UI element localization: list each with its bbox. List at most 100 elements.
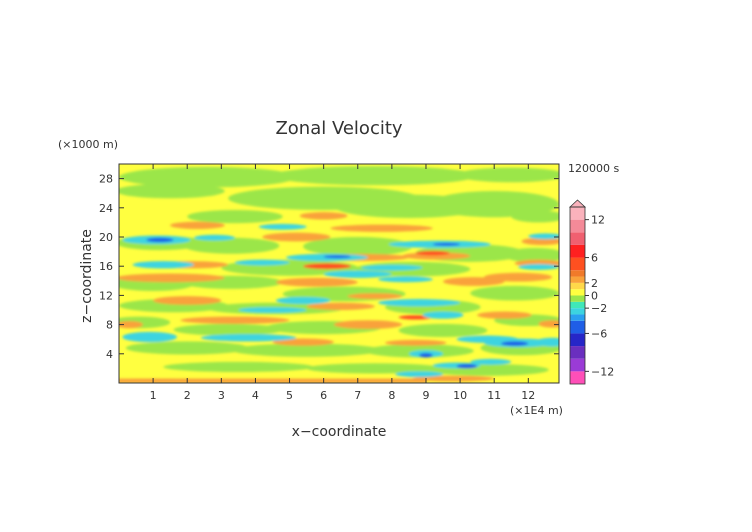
field-feature — [504, 247, 559, 263]
chart-title: Zonal Velocity — [275, 118, 402, 139]
field-feature — [132, 261, 195, 269]
field-feature — [122, 331, 177, 343]
y-tick-label: 16 — [99, 260, 113, 273]
y-tick-label: 8 — [106, 319, 113, 332]
field-feature — [238, 307, 307, 313]
field-feature — [119, 320, 143, 329]
x-tick-label: 5 — [286, 389, 293, 402]
field-feature — [456, 167, 559, 183]
field-feature — [378, 276, 433, 283]
colorbar: 12 6 20−2 −6 −12 — [568, 199, 614, 385]
field-feature — [272, 166, 478, 186]
field-feature — [378, 299, 461, 307]
field-feature — [119, 183, 225, 199]
x-tick-label: 3 — [218, 389, 225, 402]
field-feature — [146, 237, 174, 243]
field-feature — [333, 320, 403, 329]
y-tick-label: 4 — [106, 348, 113, 361]
field-feature — [535, 337, 559, 347]
field-feature — [521, 237, 559, 246]
field-feature — [119, 166, 297, 188]
colorbar-level — [570, 219, 585, 233]
field-feature — [173, 323, 283, 336]
x-tick-label: 6 — [320, 389, 327, 402]
colorbar-level — [570, 207, 585, 220]
field-feature — [275, 296, 331, 305]
colorbar-tick-label: 0 — [591, 290, 598, 303]
field-feature — [385, 339, 447, 346]
colorbar-level — [570, 301, 585, 309]
field-feature — [180, 316, 290, 324]
field-feature — [200, 334, 297, 342]
field-feature — [415, 250, 450, 256]
field-feature — [231, 343, 382, 357]
colorbar-level — [570, 295, 585, 302]
colorbar-level — [570, 333, 585, 347]
colorbar-level — [570, 320, 585, 334]
y-unit-label: (×1000 m) — [58, 138, 118, 151]
field-feature — [456, 364, 478, 369]
field-feature — [163, 361, 314, 373]
field-feature — [306, 363, 444, 374]
y-tick-label: 24 — [99, 202, 113, 215]
x-tick-label: 1 — [150, 389, 157, 402]
colorbar-level — [570, 282, 585, 290]
field-feature — [272, 338, 334, 346]
field-feature — [422, 311, 464, 319]
field-feature — [398, 323, 488, 338]
field-feature — [258, 223, 307, 230]
colorbar-level — [570, 358, 585, 372]
field-feature — [183, 237, 280, 254]
x-axis: 1 2 3 4 5 6 7 8 9 10 11 12 — [150, 164, 535, 402]
field-feature — [323, 255, 351, 259]
colorbar-level — [570, 276, 585, 283]
y-tick-label: 28 — [99, 173, 113, 186]
y-tick-label: 12 — [99, 289, 113, 302]
field-feature — [303, 237, 413, 256]
field-feature — [347, 293, 403, 300]
field-feature — [119, 378, 426, 383]
x-tick-label: 7 — [354, 389, 361, 402]
field-feature — [234, 259, 290, 266]
x-tick-label: 8 — [388, 389, 395, 402]
plot-frame — [118, 163, 560, 384]
field-feature — [194, 234, 235, 241]
colorbar-level — [570, 308, 585, 315]
field-feature — [395, 371, 444, 378]
x-tick-label: 12 — [521, 389, 535, 402]
x-tick-label: 4 — [252, 389, 259, 402]
field-feature — [477, 311, 532, 319]
field-feature — [528, 233, 559, 240]
colorbar-level — [570, 232, 585, 245]
colorbar-tick-label: −12 — [591, 365, 614, 378]
field-feature — [125, 341, 249, 355]
field-feature — [538, 320, 559, 328]
colorbar-level — [570, 371, 585, 384]
field-feature — [330, 224, 433, 232]
x-axis-label: x−coordinate — [292, 424, 387, 440]
field-feature — [432, 242, 461, 246]
colorbar-tick-label: 6 — [591, 252, 598, 265]
field-feature — [412, 375, 495, 382]
field-feature — [187, 209, 283, 224]
field-feature — [470, 358, 512, 365]
colorbar-extend-max — [568, 199, 587, 208]
x-tick-label: 2 — [184, 389, 191, 402]
x-tick-label: 10 — [453, 389, 467, 402]
field-feature — [361, 264, 423, 271]
colorbar-level — [570, 257, 585, 271]
field-feature — [262, 232, 331, 242]
field-feature — [483, 272, 553, 282]
y-tick-label: 20 — [99, 231, 113, 244]
colorbar-tick-label: 2 — [591, 277, 598, 290]
colorbar-tick-label: −2 — [591, 302, 607, 315]
field-feature — [429, 191, 559, 218]
field-feature — [419, 353, 433, 358]
colorbar-tick-label: 12 — [591, 214, 605, 227]
field-feature — [306, 302, 375, 310]
y-axis: 4 8 12 16 20 24 28 — [99, 173, 559, 361]
field-feature — [501, 341, 529, 346]
field-feature — [518, 264, 559, 270]
field-feature — [299, 212, 348, 220]
